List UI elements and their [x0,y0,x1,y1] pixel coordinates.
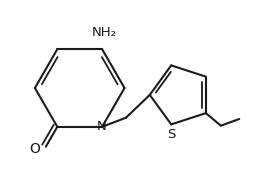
Text: NH₂: NH₂ [92,26,117,39]
Text: N: N [97,120,107,133]
Text: S: S [167,128,175,141]
Text: O: O [29,142,40,156]
